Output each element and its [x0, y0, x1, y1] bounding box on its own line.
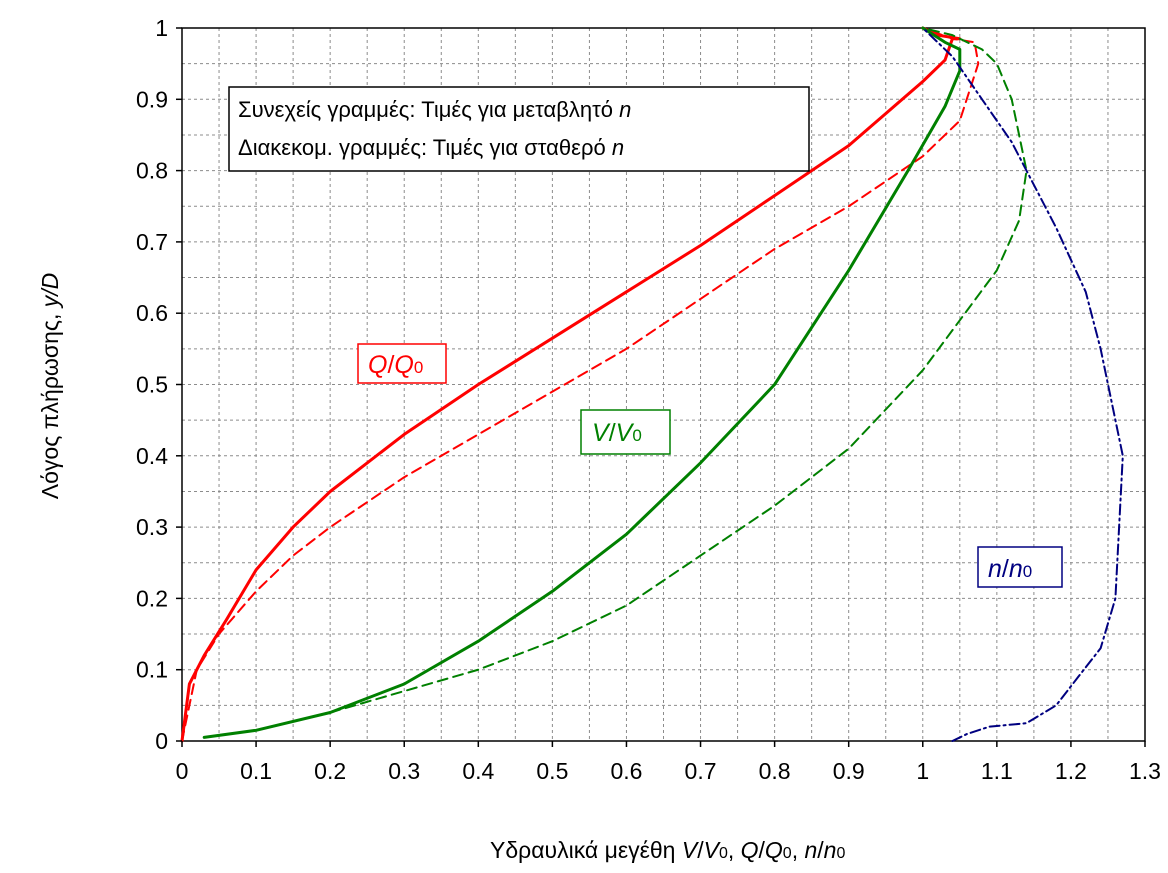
- note-line-2-var: n: [612, 135, 624, 160]
- label-q-frame: [357, 343, 447, 384]
- x-axis-title-slash-3: /: [817, 837, 824, 863]
- y-tick-label: 0.1: [136, 657, 168, 683]
- label-n-text: n/n0: [988, 555, 1032, 583]
- x-axis-title-sub-2: 0: [783, 845, 792, 862]
- x-axis-title-sub-1: 0: [719, 845, 728, 862]
- y-axis-title-italic: y/D: [37, 273, 63, 310]
- label-v-den: V: [616, 419, 635, 447]
- label-q-num: Q: [368, 351, 387, 379]
- x-tick-label: 0: [176, 758, 189, 784]
- label-v-text: V/V0: [592, 419, 642, 447]
- label-n-sub: 0: [1023, 562, 1032, 581]
- x-axis-title: Υδραυλικά μεγέθη V/V0, Q/Q0, n/n0: [490, 837, 845, 863]
- y-tick-label: 0.2: [136, 585, 168, 611]
- label-n-ratio: n/n0: [977, 546, 1063, 588]
- x-tick-label: 0.4: [462, 758, 494, 784]
- label-q-sub: 0: [414, 358, 423, 377]
- label-q-ratio: Q/Q0: [357, 343, 447, 384]
- label-q-den: Q: [394, 351, 413, 379]
- x-axis-title-v: V: [682, 837, 700, 863]
- x-tick-label: 0.6: [610, 758, 642, 784]
- label-v-sub: 0: [632, 426, 641, 445]
- x-axis-title-sep-1: ,: [728, 837, 741, 863]
- note-line-2-text: Διακεκομ. γραμμές: Τιμές για σταθερό: [238, 135, 612, 160]
- x-axis-title-v0: V: [704, 837, 722, 863]
- label-v-num: V: [592, 419, 611, 447]
- note-line-2: Διακεκομ. γραμμές: Τιμές για σταθερό n: [238, 135, 624, 160]
- label-n-slash: /: [1002, 555, 1009, 583]
- x-tick-label: 1.3: [1129, 758, 1161, 784]
- label-v-frame: [580, 409, 671, 455]
- x-tick-label: 0.1: [240, 758, 272, 784]
- y-tick-label: 1: [155, 15, 168, 41]
- x-axis-title-n0: n: [824, 837, 837, 863]
- note-line-1-text: Συνεχείς γραμμές: Τιμές για μεταβλητό: [238, 97, 619, 122]
- y-tick-label: 0.4: [136, 443, 168, 469]
- x-axis-title-q0: Q: [765, 837, 783, 863]
- y-axis-title: Λόγος πλήρωσης, y/D: [37, 273, 63, 499]
- x-axis-title-n: n: [804, 837, 817, 863]
- series-line-q-constant: [181, 27, 980, 742]
- x-axis-title-prefix: Υδραυλικά μεγέθη: [490, 837, 682, 863]
- x-axis-title-slash-1: /: [697, 837, 704, 863]
- label-v-ratio: V/V0: [580, 409, 671, 455]
- y-tick-label: 0.6: [136, 300, 168, 326]
- x-tick-label: 0.3: [388, 758, 420, 784]
- x-tick-label: 0.5: [536, 758, 568, 784]
- x-axis-title-slash-2: /: [759, 837, 766, 863]
- x-tick-label: 1: [916, 758, 929, 784]
- label-q-text: Q/Q0: [368, 351, 423, 379]
- note-line-1: Συνεχείς γραμμές: Τιμές για μεταβλητό n: [238, 97, 631, 122]
- series-line-n-variable: [921, 27, 1124, 742]
- x-tick-label: 1.1: [981, 758, 1013, 784]
- label-n-den: n: [1009, 555, 1023, 583]
- label-q-slash: /: [387, 351, 394, 379]
- y-tick-labels: 0 0.1 0.2 0.3 0.4 0.5 0.6 0.7 0.8 0.9 1: [136, 15, 182, 754]
- x-tick-label: 0.7: [685, 758, 717, 784]
- y-tick-label: 0.7: [136, 229, 168, 255]
- series-line-v-constant: [329, 27, 1028, 714]
- note-line-1-var: n: [619, 97, 631, 122]
- x-tick-label: 0.9: [833, 758, 865, 784]
- x-tick-label: 1.2: [1055, 758, 1087, 784]
- x-tick-label: 0.8: [759, 758, 791, 784]
- y-axis-title-text: Λόγος πλήρωσης,: [37, 307, 63, 499]
- x-axis-title-q: Q: [741, 837, 759, 863]
- x-axis-title-sub-3: 0: [836, 845, 845, 862]
- note-box-frame: [228, 86, 810, 172]
- y-tick-label: 0.5: [136, 372, 168, 398]
- x-tick-labels: 0 0.1 0.2 0.3 0.4 0.5 0.6 0.7 0.8 0.9 1 1.1 1.2 1.3: [176, 741, 1161, 784]
- y-tick-label: 0.8: [136, 158, 168, 184]
- series-line-v-variable: [202, 26, 962, 739]
- x-axis-title-sep-2: ,: [792, 837, 805, 863]
- label-v-slash: /: [609, 419, 616, 447]
- y-tick-label: 0.3: [136, 514, 168, 540]
- label-n-frame: [977, 546, 1063, 588]
- chart-series: [180, 26, 1124, 743]
- note-box: Συνεχείς γραμμές: Τιμές για μεταβλητό n …: [228, 86, 810, 172]
- y-tick-label: 0: [155, 728, 168, 754]
- label-n-num: n: [988, 555, 1002, 583]
- x-tick-label: 0.2: [314, 758, 346, 784]
- y-tick-label: 0.9: [136, 86, 168, 112]
